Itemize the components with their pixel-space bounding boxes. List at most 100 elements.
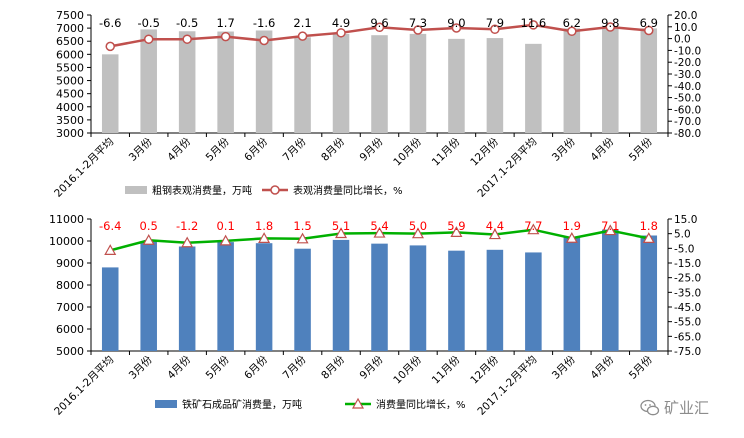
y-right-tick-label: -20.0	[674, 57, 701, 69]
x-tick-label: 4月份	[588, 135, 616, 163]
line-point	[259, 35, 269, 46]
y-right-tick-label: 0.0	[674, 34, 691, 46]
data-label: 5.0	[409, 219, 427, 233]
y-right-tick-label: -10.0	[674, 45, 701, 57]
data-label: 11.6	[521, 16, 547, 30]
bar	[332, 33, 350, 133]
line-point	[258, 232, 271, 243]
legend-bar-label: 铁矿石成品矿消费量，万吨	[182, 398, 302, 411]
line-point	[336, 28, 346, 38]
x-tick-label: 3月份	[127, 353, 155, 381]
x-tick-label: 3月份	[127, 135, 155, 163]
x-tick-label: 11月份	[430, 353, 463, 386]
x-tick-label: 12月份	[468, 135, 501, 168]
data-label: 1.8	[255, 219, 273, 233]
x-tick-label: 4月份	[165, 135, 193, 163]
line-point	[105, 41, 115, 52]
line-point	[411, 227, 424, 239]
legend-bar-swatch	[125, 186, 147, 194]
data-label: 0.1	[216, 219, 234, 233]
x-tick-label: 4月份	[165, 353, 193, 381]
bar	[448, 38, 465, 133]
bar	[602, 229, 619, 351]
y-right-tick-label: 10.0	[674, 22, 697, 34]
y-left-tick-label: 11000	[49, 213, 84, 226]
line-point	[181, 236, 194, 248]
data-label: 7.9	[486, 16, 504, 30]
y-right-tick-label: -5.0	[674, 243, 695, 255]
data-label: -0.5	[137, 16, 159, 30]
data-label: -0.5	[176, 16, 198, 30]
y-right-tick-label: -35.0	[674, 287, 701, 299]
data-label: 4.4	[486, 219, 504, 233]
bar	[486, 249, 504, 351]
y-right-tick-label: -45.0	[674, 302, 701, 314]
y-left-tick-label: 8000	[56, 279, 84, 292]
bar	[294, 248, 311, 351]
x-tick-label: 5月份	[627, 135, 655, 163]
x-tick-label: 2016.1-2月平均	[52, 136, 116, 200]
bar	[140, 29, 157, 133]
line-point	[527, 223, 540, 235]
line-point	[373, 226, 386, 238]
line-point	[490, 24, 500, 35]
watermark-text: 矿业汇	[664, 399, 710, 417]
y-left-tick-label: 3000	[56, 127, 84, 140]
x-tick-label: 10月份	[391, 353, 424, 386]
bar	[486, 38, 504, 133]
data-label: 9.6	[370, 16, 388, 30]
x-tick-label: 3月份	[550, 135, 578, 163]
y-left-tick-label: 6000	[56, 323, 84, 336]
x-tick-label: 8月份	[319, 135, 347, 163]
x-tick-label: 9月份	[358, 135, 386, 163]
data-label: 7.3	[409, 16, 427, 30]
bar	[525, 43, 542, 133]
line-point	[219, 234, 232, 246]
bar	[563, 237, 581, 351]
legend-line-marker	[270, 185, 280, 195]
line-point	[642, 232, 655, 243]
y-right-tick-label: -55.0	[674, 317, 701, 329]
bar	[563, 28, 581, 133]
line-point	[528, 20, 539, 30]
bar	[371, 35, 388, 133]
line-point	[296, 232, 309, 244]
x-tick-label: 5月份	[204, 135, 232, 163]
bar	[294, 37, 311, 133]
y-right-tick-label: -75.0	[674, 346, 701, 358]
line-point	[567, 26, 577, 37]
data-label: 2.1	[293, 16, 311, 30]
y-left-tick-label: 3500	[56, 114, 84, 127]
x-tick-label: 4月份	[588, 353, 616, 381]
y-right-tick-label: -25.0	[674, 273, 701, 285]
legend-line-label: 表观消费量同比增长，%	[293, 184, 403, 197]
y-right-tick-label: 5.0	[674, 229, 691, 241]
x-tick-label: 5月份	[204, 353, 232, 381]
legend-bar-label: 粗钢表观消费量，万吨	[152, 184, 252, 197]
data-label: 6.2	[563, 16, 581, 30]
line-point	[143, 34, 154, 44]
legend-bar-swatch	[155, 400, 177, 408]
bar	[409, 245, 427, 351]
data-label: -6.4	[99, 219, 121, 233]
data-label: 5.9	[447, 219, 465, 233]
y-right-tick-label: -60.0	[674, 104, 701, 116]
y-right-tick-label: -30.0	[674, 69, 701, 81]
line-point	[297, 31, 308, 41]
bar	[255, 243, 273, 351]
bar	[101, 267, 119, 351]
x-tick-label: 11月份	[430, 135, 463, 168]
data-label: -1.6	[253, 16, 275, 30]
y-right-tick-label: -15.0	[674, 258, 701, 270]
x-tick-label: 5月份	[627, 353, 655, 381]
data-label: 5.4	[370, 219, 388, 233]
legend-line-label: 消费量同比增长，%	[376, 398, 466, 411]
y-right-tick-label: -80.0	[674, 128, 701, 140]
wechat-icon	[640, 399, 660, 415]
data-label: 6.9	[640, 16, 658, 30]
bar	[255, 30, 273, 133]
y-left-tick-label: 6000	[56, 48, 84, 61]
bar	[178, 246, 196, 351]
bar	[371, 243, 388, 351]
